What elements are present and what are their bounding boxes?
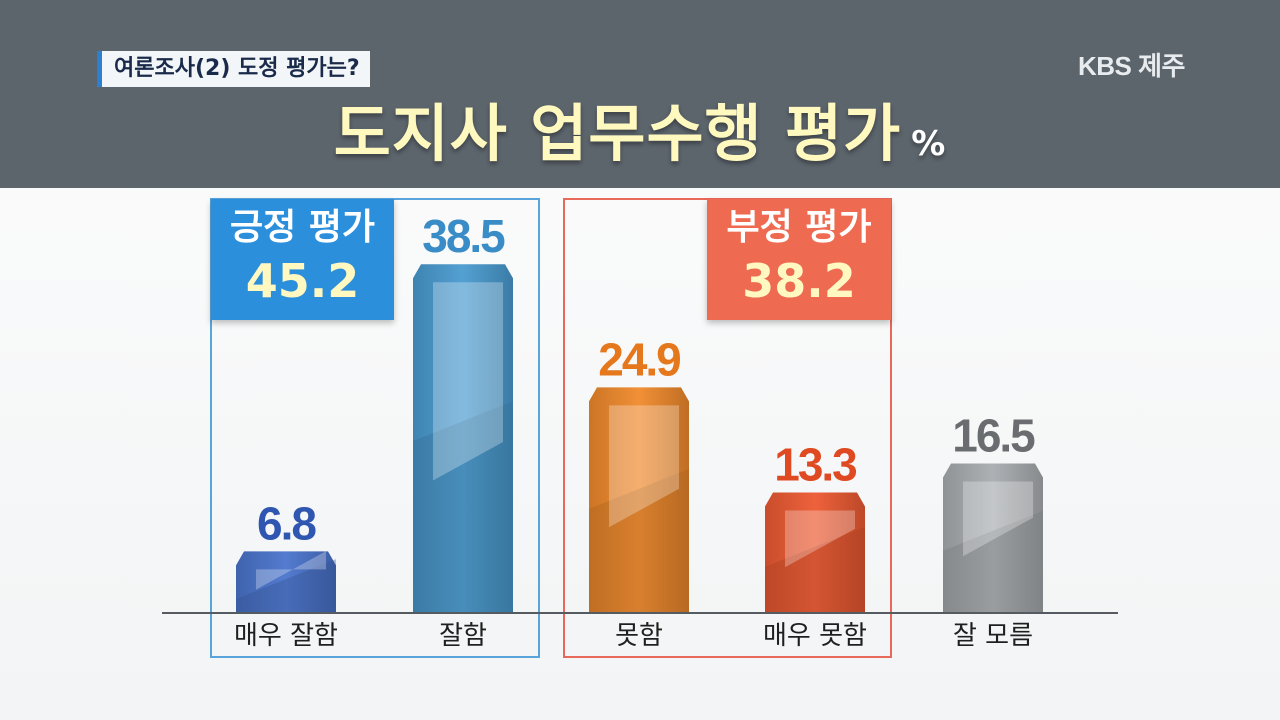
chart-title: 도지사 업무수행 평가% xyxy=(0,88,1280,190)
bar-1 xyxy=(236,551,336,613)
bar-value-label-4: 13.3 xyxy=(774,439,856,491)
positive-group-value: 45.2 xyxy=(245,254,360,308)
bars-layer: 6.8 매우 잘함 38.5 잘함 24.9 못함 13.3 매우 못함 16.5 잘 모름 xyxy=(234,210,1043,651)
category-label-2: 잘함 xyxy=(439,621,487,651)
bar-value-label-3: 24.9 xyxy=(598,333,680,385)
bar-5 xyxy=(943,463,1043,613)
bar-value-label-1: 6.8 xyxy=(257,497,316,549)
category-label-4: 매우 못함 xyxy=(763,621,867,651)
bar-4-highlight xyxy=(785,510,855,568)
negative-group-label: 부정 평가 xyxy=(726,207,872,248)
chart-unit: % xyxy=(911,124,947,164)
bar-2 xyxy=(413,264,513,613)
positive-group-label: 긍정 평가 xyxy=(229,207,375,248)
category-label-1: 매우 잘함 xyxy=(234,621,338,651)
bar-3-highlight xyxy=(609,405,679,528)
positive-group-badge: 긍정 평가 45.2 xyxy=(211,199,394,320)
category-label-5: 잘 모름 xyxy=(953,621,1033,651)
negative-group-value: 38.2 xyxy=(742,254,856,308)
category-label-3: 못함 xyxy=(615,621,663,651)
header-band: 여론조사(2) 도정 평가는? KBS 제주 도지사 업무수행 평가% xyxy=(0,0,1280,188)
bar-5-highlight xyxy=(963,481,1033,557)
bar-value-label-2: 38.5 xyxy=(422,210,505,262)
segment-subtitle: 여론조사(2) 도정 평가는? xyxy=(97,51,370,87)
bar-2-shade xyxy=(413,401,513,613)
bar-4 xyxy=(765,492,865,613)
bar-5-shade xyxy=(943,510,1043,613)
bar-4-shade xyxy=(765,526,865,613)
bar-value-label-5: 16.5 xyxy=(952,410,1035,462)
bar-3-shade xyxy=(589,468,689,613)
chart-title-text: 도지사 업무수행 평가 xyxy=(333,97,902,170)
broadcaster-logo: KBS 제주 xyxy=(1078,51,1185,81)
bar-3 xyxy=(589,387,689,613)
bar-1-shade xyxy=(236,559,336,613)
bar-2-highlight xyxy=(433,282,503,481)
negative-group-badge: 부정 평가 38.2 xyxy=(707,199,891,320)
bar-1-highlight xyxy=(256,551,326,590)
